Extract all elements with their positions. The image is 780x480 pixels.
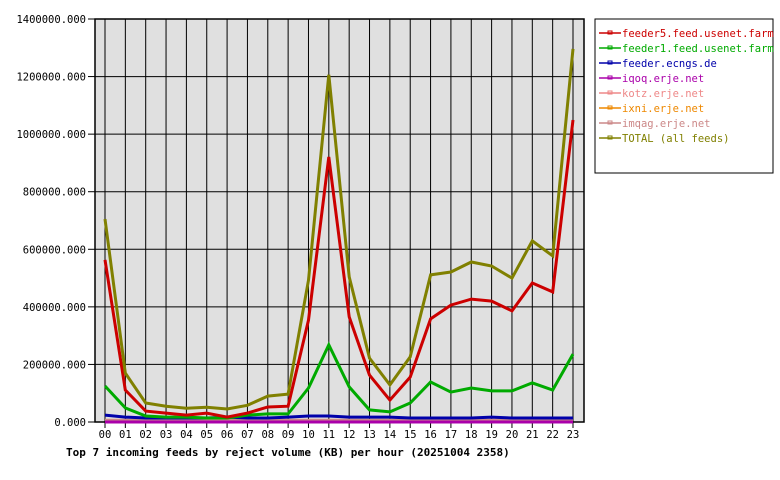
x-tick-label: 05 <box>200 429 213 441</box>
y-tick-label: 200000.000 <box>23 359 86 371</box>
legend-item: iqoq.erje.net <box>599 73 704 85</box>
x-tick-label: 22 <box>546 429 559 441</box>
x-tick-label: 08 <box>261 429 274 441</box>
series-line <box>103 48 575 411</box>
x-tick-label: 06 <box>221 429 234 441</box>
x-tick-label: 00 <box>99 429 112 441</box>
chart-title: Top 7 incoming feeds by reject volume (K… <box>66 446 510 459</box>
legend-item: feeder5.feed.usenet.farm <box>599 28 774 40</box>
x-tick-label: 09 <box>282 429 295 441</box>
x-tick-label: 10 <box>302 429 315 441</box>
legend-item: feeder.ecngs.de <box>599 58 717 70</box>
legend-label: TOTAL (all feeds) <box>622 133 729 145</box>
x-tick-label: 01 <box>119 429 132 441</box>
series-line <box>103 119 575 419</box>
legend-label: feeder.ecngs.de <box>622 58 717 70</box>
series-line <box>103 341 575 420</box>
x-tick-label: 18 <box>465 429 478 441</box>
y-tick-label: 1000000.000 <box>16 129 86 141</box>
plot-area <box>94 18 585 423</box>
x-tick-label: 14 <box>384 429 397 441</box>
x-tick-label: 04 <box>180 429 193 441</box>
y-tick-label: 1200000.000 <box>16 72 86 84</box>
legend-item: TOTAL (all feeds) <box>599 133 729 145</box>
y-tick-label: 600000.000 <box>23 244 86 256</box>
x-tick-label: 17 <box>445 429 458 441</box>
legend-item: ixni.erje.net <box>599 103 704 115</box>
x-tick-label: 23 <box>567 429 580 441</box>
legend-label: kotz.erje.net <box>622 88 704 100</box>
legend-label: feeder5.feed.usenet.farm <box>622 28 774 40</box>
x-tick-label: 16 <box>424 429 437 441</box>
legend: feeder5.feed.usenet.farm feeder1.feed.use… <box>594 18 774 174</box>
legend-label: imqag.erje.net <box>622 118 711 130</box>
legend-label: iqoq.erje.net <box>622 73 704 85</box>
x-tick-label: 19 <box>485 429 498 441</box>
y-axis: 0.000 200000.000 400000.000 600000.000 80000… <box>16 14 95 429</box>
x-tick-label: 02 <box>139 429 152 441</box>
x-axis: 00 01 02 03 04 05 06 07 08 09 10 11 12 13 14 15 16 17 18 19… <box>99 422 580 441</box>
x-tick-label: 15 <box>404 429 417 441</box>
x-tick-label: 11 <box>322 429 335 441</box>
x-tick-label: 03 <box>160 429 173 441</box>
y-tick-label: 800000.000 <box>23 187 86 199</box>
legend-label: ixni.erje.net <box>622 103 704 115</box>
y-tick-label: 1400000.000 <box>16 14 86 26</box>
legend-item: imqag.erje.net <box>599 118 711 130</box>
x-tick-label: 20 <box>506 429 519 441</box>
x-tick-label: 13 <box>363 429 376 441</box>
x-tick-label: 12 <box>343 429 356 441</box>
series-lines <box>103 48 575 424</box>
y-tick-label: 0.000 <box>54 417 86 429</box>
x-tick-label: 21 <box>526 429 539 441</box>
y-tick-label: 400000.000 <box>23 302 86 314</box>
legend-item: feeder1.feed.usenet.farm <box>599 43 774 55</box>
x-tick-label: 07 <box>241 429 254 441</box>
legend-label: feeder1.feed.usenet.farm <box>622 43 774 55</box>
legend-item: kotz.erje.net <box>599 88 704 100</box>
grid-lines <box>95 18 584 423</box>
